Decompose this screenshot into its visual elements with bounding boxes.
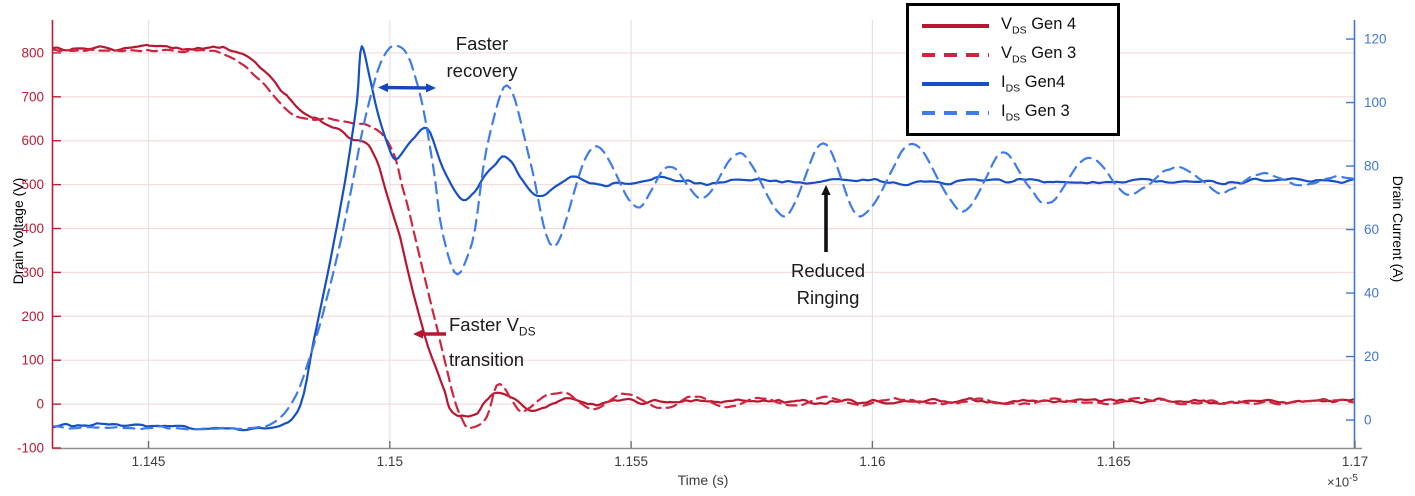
- legend-item-vds-gen4: VDS Gen 4: [922, 12, 1117, 41]
- legend-line-sample-dashed-red: [922, 53, 989, 57]
- faster-vds-arrow-head: [413, 329, 423, 339]
- left-axis-title: Drain Voltage (V): [10, 177, 26, 285]
- waveform-v-ds-gen-3: [52, 48, 1355, 430]
- axes-spines: [51, 20, 1362, 450]
- waveform-i-ds-gen4: [52, 45, 1355, 432]
- legend-line-sample-solid-red: [922, 24, 989, 28]
- right-tick-label: 120: [1364, 32, 1387, 47]
- faster-recovery-arrow: [378, 82, 436, 93]
- left-tick-label: 600: [21, 133, 44, 148]
- annotation-line: transition: [449, 348, 525, 370]
- legend-line-sample-dashed-blue: [922, 111, 989, 115]
- annotation-faster-recovery: Faster recovery: [402, 30, 562, 84]
- annotation-line: Faster: [455, 33, 509, 54]
- reduced-ringing-arrow: [821, 185, 831, 252]
- legend-box: VDS Gen 4 VDS Gen 3 IDS Gen4 IDS Gen 3: [906, 3, 1120, 136]
- annotation-line: recovery: [446, 60, 518, 81]
- left-tick-label: -100: [17, 441, 44, 456]
- x-tick-label: 1.155: [614, 454, 648, 469]
- waveform-i-ds-gen-3: [52, 44, 1355, 431]
- x-axis-title: Time (s): [677, 472, 729, 488]
- x-tick-label: 1.145: [132, 454, 166, 469]
- left-tick-label: 0: [36, 397, 44, 412]
- left-tick-label: 100: [21, 353, 44, 368]
- legend-item-ids-gen4: IDS Gen4: [922, 70, 1117, 99]
- x-tick-label: 1.15: [377, 454, 403, 469]
- left-tick-label: 800: [21, 45, 44, 60]
- legend-item-label: VDS Gen 4: [1001, 15, 1077, 37]
- annotation-arrows: [378, 82, 831, 339]
- legend-item-label: VDS Gen 3: [1001, 44, 1077, 66]
- axis-ticks-and-labels: -100 0 100 200 300 400 500 600 700 800 0 20 40 60 80 10…: [17, 32, 1387, 469]
- left-tick-label: 300: [21, 265, 44, 280]
- right-tick-label: 100: [1364, 95, 1387, 110]
- x-axis-exponent: ×10-5: [1327, 473, 1358, 490]
- annotation-line: Reduced: [790, 260, 866, 281]
- legend-item-label: IDS Gen 3: [1001, 102, 1070, 124]
- right-tick-label: 40: [1364, 286, 1379, 301]
- waveforms: [52, 43, 1355, 432]
- x-tick-label: 1.16: [859, 454, 885, 469]
- reduced-ringing-arrow-head: [821, 185, 831, 195]
- right-tick-label: 20: [1364, 349, 1379, 364]
- left-tick-label: 400: [21, 221, 44, 236]
- right-axis-title: Drain Current (A): [1390, 175, 1406, 283]
- annotation-line: Ringing: [796, 287, 860, 308]
- legend-item-vds-gen3: VDS Gen 3: [922, 41, 1117, 70]
- x-tick-label: 1.17: [1342, 454, 1368, 469]
- right-tick-label: 60: [1364, 222, 1379, 237]
- annotation-line: Faster VDS: [449, 314, 536, 339]
- x-tick-label: 1.165: [1097, 454, 1131, 469]
- horizontal-gridlines: [52, 52, 1355, 405]
- left-tick-label: 200: [21, 309, 44, 324]
- legend-item-label: IDS Gen4: [1001, 73, 1066, 95]
- faster-recovery-arrow-head: [425, 83, 436, 93]
- legend-item-ids-gen3: IDS Gen 3: [922, 99, 1117, 128]
- right-tick-label: 0: [1364, 413, 1372, 428]
- left-tick-label: 500: [21, 177, 44, 192]
- faster-recovery-arrow-head: [378, 82, 389, 93]
- annotation-reduced-ringing: Reduced Ringing: [748, 257, 908, 311]
- left-tick-label: 700: [21, 89, 44, 104]
- faster-vds-arrow: [413, 329, 446, 339]
- legend-line-sample-solid-blue: [922, 82, 989, 86]
- right-tick-label: 80: [1364, 159, 1379, 174]
- waveform-v-ds-gen-4: [52, 43, 1355, 418]
- annotation-faster-vds-transition: Faster VDS transition: [449, 311, 589, 373]
